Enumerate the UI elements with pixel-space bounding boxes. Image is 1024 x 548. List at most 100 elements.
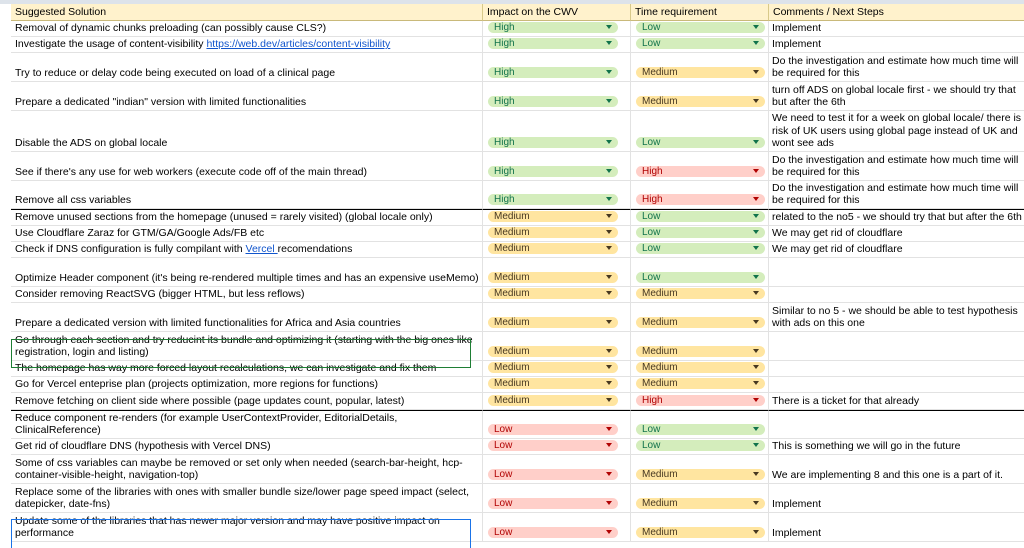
impact-dropdown[interactable]: High: [488, 166, 618, 177]
impact-cell[interactable]: High: [483, 181, 631, 209]
time-cell[interactable]: Medium: [631, 377, 769, 393]
impact-dropdown[interactable]: Low: [488, 424, 618, 435]
impact-dropdown[interactable]: Medium: [488, 378, 618, 389]
impact-dropdown[interactable]: High: [488, 67, 618, 78]
impact-cell[interactable]: Low: [483, 484, 631, 513]
chevron-down-icon[interactable]: [606, 443, 612, 447]
solution-cell[interactable]: Remove fetching on client side where pos…: [11, 393, 483, 410]
time-dropdown[interactable]: Low: [636, 424, 765, 435]
chevron-down-icon[interactable]: [606, 349, 612, 353]
time-cell[interactable]: Medium: [631, 82, 769, 111]
chevron-down-icon[interactable]: [606, 230, 612, 234]
time-cell[interactable]: Medium: [631, 303, 769, 332]
impact-cell[interactable]: Medium: [483, 242, 631, 258]
impact-cell[interactable]: Medium: [483, 332, 631, 361]
comment-cell[interactable]: [769, 332, 1024, 361]
chevron-down-icon[interactable]: [606, 291, 612, 295]
comment-cell[interactable]: [769, 361, 1024, 377]
chevron-down-icon[interactable]: [606, 427, 612, 431]
time-dropdown[interactable]: Medium: [636, 67, 765, 78]
time-dropdown[interactable]: Medium: [636, 96, 765, 107]
header-comments[interactable]: Comments / Next Steps: [769, 4, 1024, 21]
chevron-down-icon[interactable]: [753, 443, 759, 447]
chevron-down-icon[interactable]: [753, 70, 759, 74]
solution-cell[interactable]: Remove unused sections from the homepage…: [11, 209, 483, 226]
time-cell[interactable]: Medium: [631, 484, 769, 513]
time-cell[interactable]: Medium: [631, 513, 769, 542]
comment-cell[interactable]: We may get rid of cloudflare: [769, 242, 1024, 258]
comment-cell[interactable]: Implement: [769, 21, 1024, 37]
comment-cell[interactable]: Do the investigation and estimate how mu…: [769, 152, 1024, 181]
chevron-down-icon[interactable]: [753, 99, 759, 103]
impact-cell[interactable]: Low: [483, 439, 631, 455]
time-dropdown[interactable]: Medium: [636, 346, 765, 357]
time-cell[interactable]: High: [631, 393, 769, 410]
comment-cell[interactable]: [769, 377, 1024, 393]
time-cell[interactable]: Low: [631, 226, 769, 242]
chevron-down-icon[interactable]: [753, 140, 759, 144]
chevron-down-icon[interactable]: [606, 501, 612, 505]
comment-cell[interactable]: We need to test it for a week on global …: [769, 111, 1024, 152]
time-dropdown[interactable]: Medium: [636, 527, 765, 538]
comment-cell[interactable]: We may get rid of cloudflare: [769, 226, 1024, 242]
impact-dropdown[interactable]: Medium: [488, 362, 618, 373]
impact-dropdown[interactable]: Medium: [488, 227, 618, 238]
solution-link[interactable]: https://web.dev/articles/content-visibil…: [206, 38, 391, 51]
time-dropdown[interactable]: Medium: [636, 498, 765, 509]
impact-dropdown[interactable]: Low: [488, 527, 618, 538]
solution-cell[interactable]: Try to reduce or delay code being execut…: [11, 53, 483, 82]
chevron-down-icon[interactable]: [606, 472, 612, 476]
chevron-down-icon[interactable]: [753, 530, 759, 534]
time-dropdown[interactable]: Low: [636, 38, 765, 49]
chevron-down-icon[interactable]: [606, 530, 612, 534]
comment-cell[interactable]: Do the investigation and estimate how mu…: [769, 53, 1024, 82]
chevron-down-icon[interactable]: [606, 169, 612, 173]
impact-cell[interactable]: Low: [483, 513, 631, 542]
time-dropdown[interactable]: Medium: [636, 469, 765, 480]
comment-cell[interactable]: turn off ADS on global locale first - we…: [769, 82, 1024, 111]
solution-cell[interactable]: Remove all css variables: [11, 181, 483, 209]
chevron-down-icon[interactable]: [606, 275, 612, 279]
comment-cell[interactable]: Implement: [769, 37, 1024, 53]
solution-cell[interactable]: Reduce component re-renders (for example…: [11, 410, 483, 439]
chevron-down-icon[interactable]: [753, 214, 759, 218]
impact-cell[interactable]: Medium: [483, 226, 631, 242]
time-cell[interactable]: Low: [631, 209, 769, 226]
time-dropdown[interactable]: Low: [636, 243, 765, 254]
time-dropdown[interactable]: Low: [636, 137, 765, 148]
time-cell[interactable]: Low: [631, 37, 769, 53]
chevron-down-icon[interactable]: [753, 365, 759, 369]
impact-cell[interactable]: Medium: [483, 209, 631, 226]
time-cell[interactable]: Low: [631, 439, 769, 455]
impact-dropdown[interactable]: Medium: [488, 346, 618, 357]
solution-cell[interactable]: Use Cloudflare Zaraz for GTM/GA/Google A…: [11, 226, 483, 242]
comment-cell[interactable]: Do the investigation and estimate how mu…: [769, 181, 1024, 209]
comment-cell[interactable]: related to the no5 - we should try that …: [769, 209, 1024, 226]
solution-cell[interactable]: Investigate the usage of content-visibil…: [11, 37, 483, 53]
chevron-down-icon[interactable]: [753, 291, 759, 295]
impact-cell[interactable]: Low: [483, 410, 631, 439]
impact-dropdown[interactable]: Low: [488, 498, 618, 509]
impact-dropdown[interactable]: Medium: [488, 272, 618, 283]
impact-cell[interactable]: Medium: [483, 361, 631, 377]
chevron-down-icon[interactable]: [753, 320, 759, 324]
chevron-down-icon[interactable]: [606, 381, 612, 385]
solution-cell[interactable]: See if there's any use for web workers (…: [11, 152, 483, 181]
impact-dropdown[interactable]: Medium: [488, 395, 618, 406]
solution-cell[interactable]: Replace some of the libraries with ones …: [11, 484, 483, 513]
time-cell[interactable]: Medium: [631, 361, 769, 377]
time-cell[interactable]: Medium: [631, 53, 769, 82]
solution-cell[interactable]: Disable the ADS on global locale: [11, 111, 483, 152]
chevron-down-icon[interactable]: [753, 427, 759, 431]
impact-dropdown[interactable]: Low: [488, 469, 618, 480]
impact-dropdown[interactable]: Medium: [488, 288, 618, 299]
chevron-down-icon[interactable]: [753, 169, 759, 173]
solution-cell[interactable]: Optimize Header component (it's being re…: [11, 258, 483, 287]
chevron-down-icon[interactable]: [753, 197, 759, 201]
time-dropdown[interactable]: Low: [636, 440, 765, 451]
solution-cell[interactable]: Go for Vercel enteprise plan (projects o…: [11, 377, 483, 393]
solution-cell[interactable]: Get rid of cloudflare DNS (hypothesis wi…: [11, 439, 483, 455]
time-dropdown[interactable]: High: [636, 395, 765, 406]
chevron-down-icon[interactable]: [753, 246, 759, 250]
time-dropdown[interactable]: Low: [636, 22, 765, 33]
